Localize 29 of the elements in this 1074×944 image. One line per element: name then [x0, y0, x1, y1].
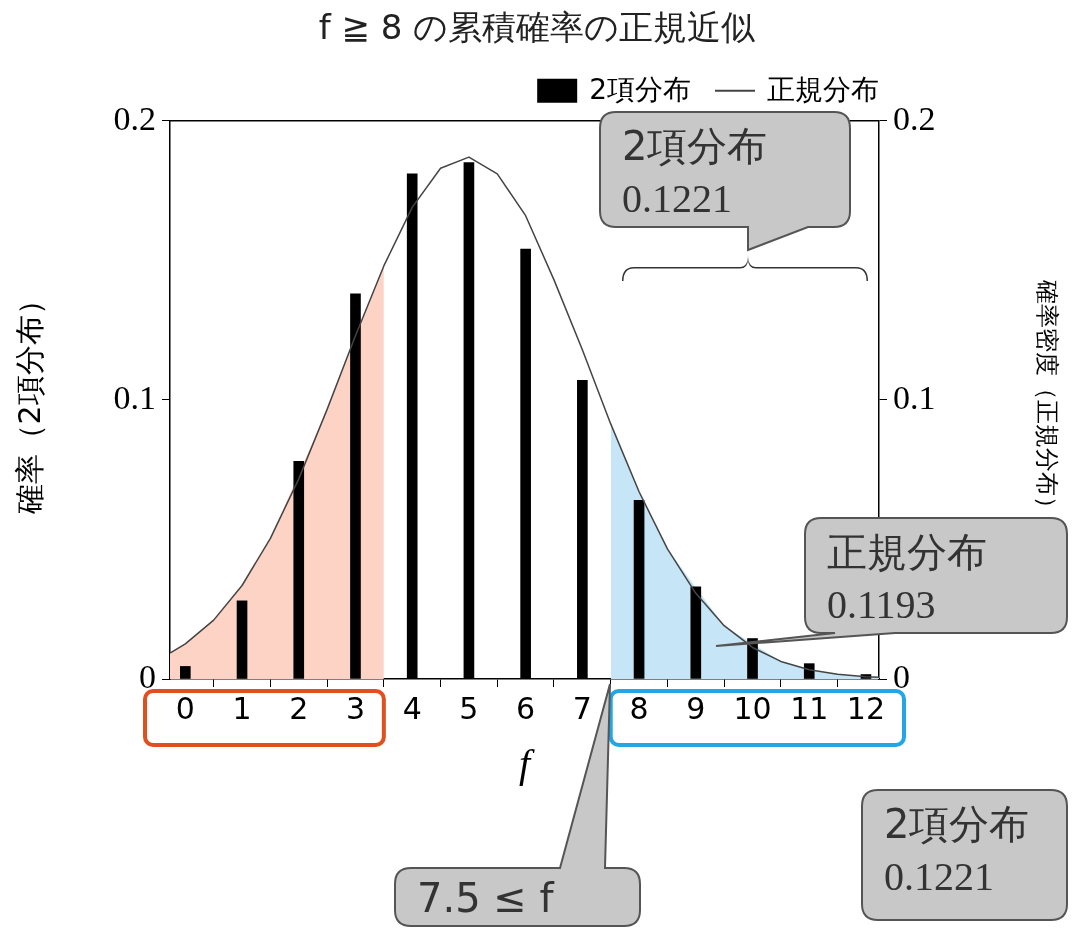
x-tick-label: 7 — [572, 690, 592, 726]
y-tick-label: 0.1 — [113, 378, 156, 416]
text: 7.5 ≤ f — [417, 875, 555, 921]
x-tick-label: 5 — [459, 690, 479, 726]
x-tick-label: 12 — [846, 690, 886, 726]
y2-axis-title: 確率密度（正規分布） — [1033, 278, 1062, 520]
y-tick-label: 0.2 — [113, 99, 156, 137]
x-axis-title: f — [518, 740, 535, 786]
x-tick-label: 0 — [175, 690, 195, 726]
x-tick-label: 2 — [289, 690, 309, 726]
annotation: 2項分布 0.1221 — [622, 123, 768, 221]
x-tick-label: 4 — [402, 690, 422, 726]
annotation: 正規分布 0.1193 — [827, 529, 987, 627]
y2-tick-label: 0.1 — [893, 378, 936, 416]
x-tick-label: 11 — [790, 690, 829, 726]
legend-label: 2項分布 — [589, 73, 692, 107]
x-tick-label: 8 — [629, 690, 649, 726]
y-axis-title: 確率（2項分布） — [11, 285, 47, 516]
x-tick-label: 3 — [345, 690, 366, 726]
y2-tick-label: 0.2 — [893, 99, 936, 137]
x-tick-label: 1 — [232, 690, 252, 726]
y2-tick-label: 0 — [893, 657, 910, 695]
text: 2項分布 0.1221 — [884, 801, 1030, 899]
x-tick-label: 9 — [686, 690, 706, 726]
x-tick-label: 10 — [733, 690, 772, 726]
chart-title: f ≧ 8 の累積確率の正規近似 — [318, 7, 756, 48]
x-tick-label: 6 — [516, 690, 536, 726]
y-tick-label: 0 — [139, 657, 156, 695]
legend-label: 正規分布 — [767, 73, 879, 107]
